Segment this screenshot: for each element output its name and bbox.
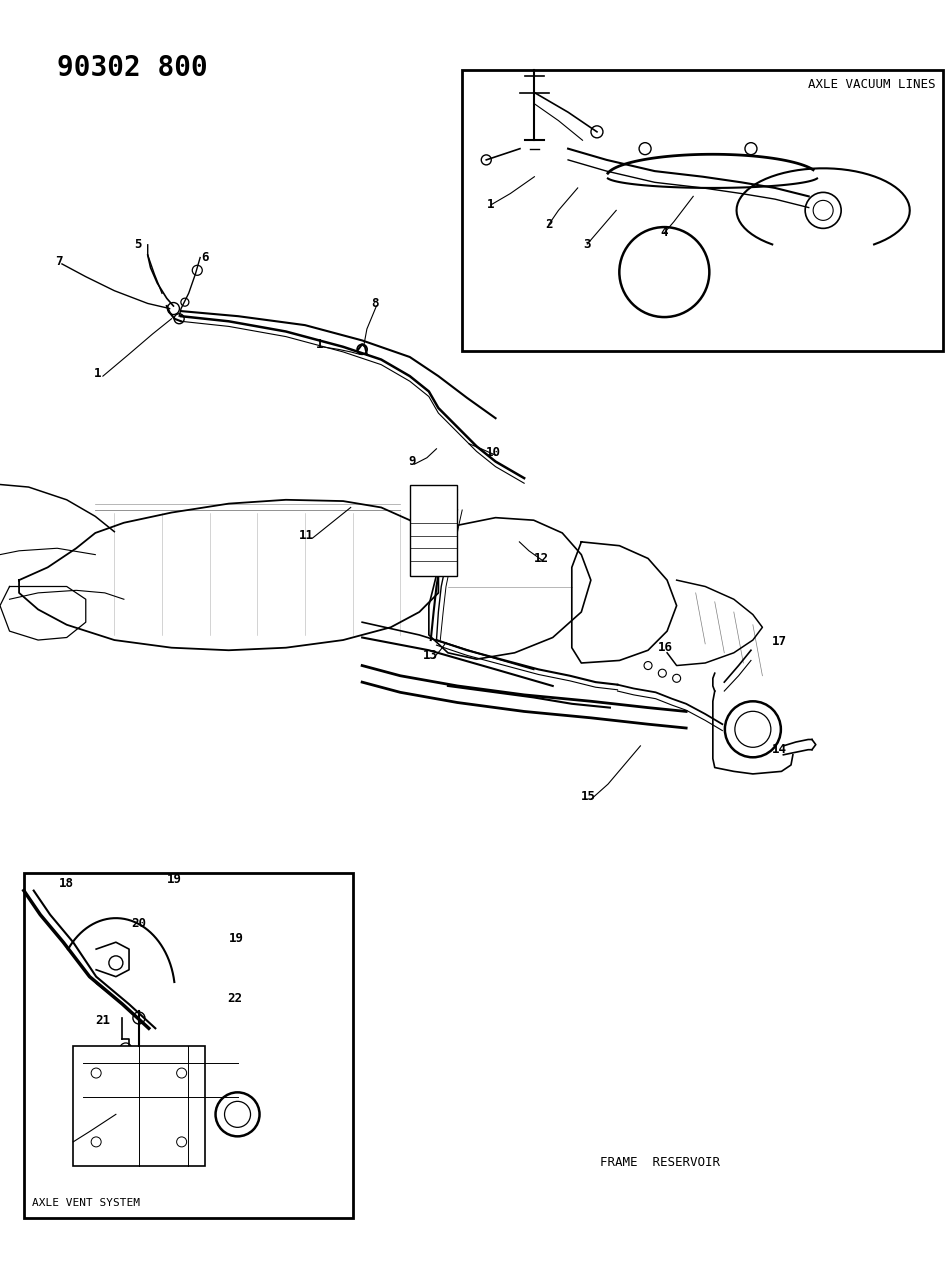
Text: 6: 6 xyxy=(201,251,208,264)
Text: 8: 8 xyxy=(370,297,378,310)
Text: 1: 1 xyxy=(486,199,494,212)
Text: FRAME  RESERVOIR: FRAME RESERVOIR xyxy=(600,1156,720,1169)
Text: 13: 13 xyxy=(423,649,438,662)
Text: 14: 14 xyxy=(771,743,786,756)
Bar xyxy=(24,873,352,1218)
Text: 4: 4 xyxy=(660,227,667,240)
Text: AXLE VENT SYSTEM: AXLE VENT SYSTEM xyxy=(31,1197,140,1207)
Text: 9: 9 xyxy=(407,455,415,468)
Text: 1: 1 xyxy=(315,338,323,351)
Text: 15: 15 xyxy=(580,790,595,803)
Bar xyxy=(409,484,457,576)
Text: 3: 3 xyxy=(583,237,590,250)
Text: 5: 5 xyxy=(134,238,142,251)
Text: 10: 10 xyxy=(486,446,501,459)
Text: 17: 17 xyxy=(771,635,786,648)
Text: 1: 1 xyxy=(93,367,101,380)
Text: 16: 16 xyxy=(657,641,672,654)
Text: 19: 19 xyxy=(167,873,182,886)
Text: 21: 21 xyxy=(95,1014,110,1026)
Text: 11: 11 xyxy=(299,529,314,542)
Text: 90302 800: 90302 800 xyxy=(57,54,208,82)
Text: 7: 7 xyxy=(55,255,63,268)
Bar xyxy=(462,70,942,351)
Text: 20: 20 xyxy=(131,917,147,929)
Bar xyxy=(73,1046,205,1165)
Text: 12: 12 xyxy=(533,552,548,565)
Text: 22: 22 xyxy=(227,992,242,1005)
Text: 19: 19 xyxy=(228,932,244,945)
Text: AXLE VACUUM LINES: AXLE VACUUM LINES xyxy=(807,78,935,91)
Text: 18: 18 xyxy=(59,877,74,890)
Text: 2: 2 xyxy=(545,218,552,231)
